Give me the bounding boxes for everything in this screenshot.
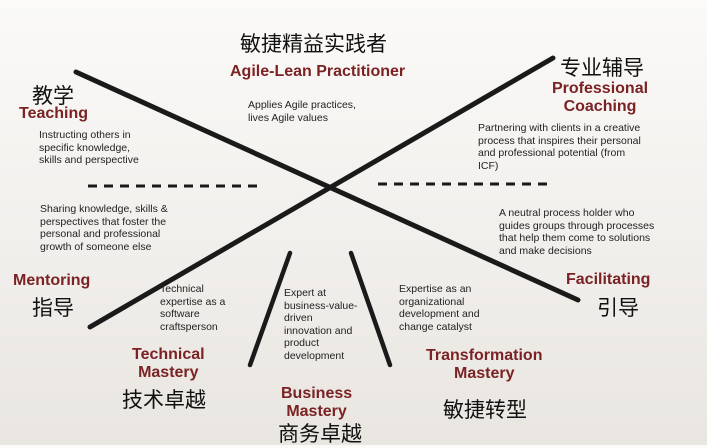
technical-mastery-zh-title: 技术卓越 (122, 388, 206, 412)
teaching-title: Teaching (19, 105, 89, 122)
transformation-mastery-title: Transformation Mastery (426, 347, 543, 382)
agile-lean-zh-title: 敏捷精益实践者 (240, 32, 387, 56)
mentoring-title: Mentoring (13, 272, 91, 289)
teaching-zh-title: 教学 (32, 84, 74, 108)
agile-lean-description: Applies Agile practices, lives Agile val… (248, 99, 356, 124)
business-mastery-title: Business Mastery (281, 385, 353, 420)
diagonal-line-teaching-facilitating (73, 69, 581, 303)
agile-lean-title: Agile-Lean Practitioner (230, 63, 406, 80)
technical-mastery-title: Technical Mastery (132, 346, 205, 381)
business-mastery-zh-title: 商务卓越 (278, 422, 362, 446)
diagonal-line-coaching-mentoring (87, 55, 556, 330)
technical-mastery-description: Technical expertise as a software crafts… (160, 283, 226, 333)
mentoring-description: Sharing knowledge, skills & perspectives… (40, 203, 168, 253)
facilitating-zh-title: 引导 (597, 296, 639, 320)
transformation-mastery-zh-title: 敏捷转型 (443, 398, 527, 422)
transformation-mastery-description: Expertise as an organizational developme… (399, 283, 480, 333)
teaching-description: Instructing others in specific knowledge… (39, 129, 139, 166)
mastery-line-right (348, 250, 393, 368)
mentoring-zh-title: 指导 (32, 296, 74, 320)
facilitating-title: Facilitating (566, 271, 651, 288)
coaching-zh-title: 专业辅导 (560, 56, 644, 80)
mastery-line-left (247, 250, 293, 368)
facilitating-description: A neutral process holder who guides grou… (499, 207, 655, 257)
coaching-title: Professional Coaching (552, 80, 649, 115)
business-mastery-description: Expert at business-value- driven innovat… (284, 287, 358, 362)
coaching-description: Partnering with clients in a creative pr… (478, 122, 641, 172)
